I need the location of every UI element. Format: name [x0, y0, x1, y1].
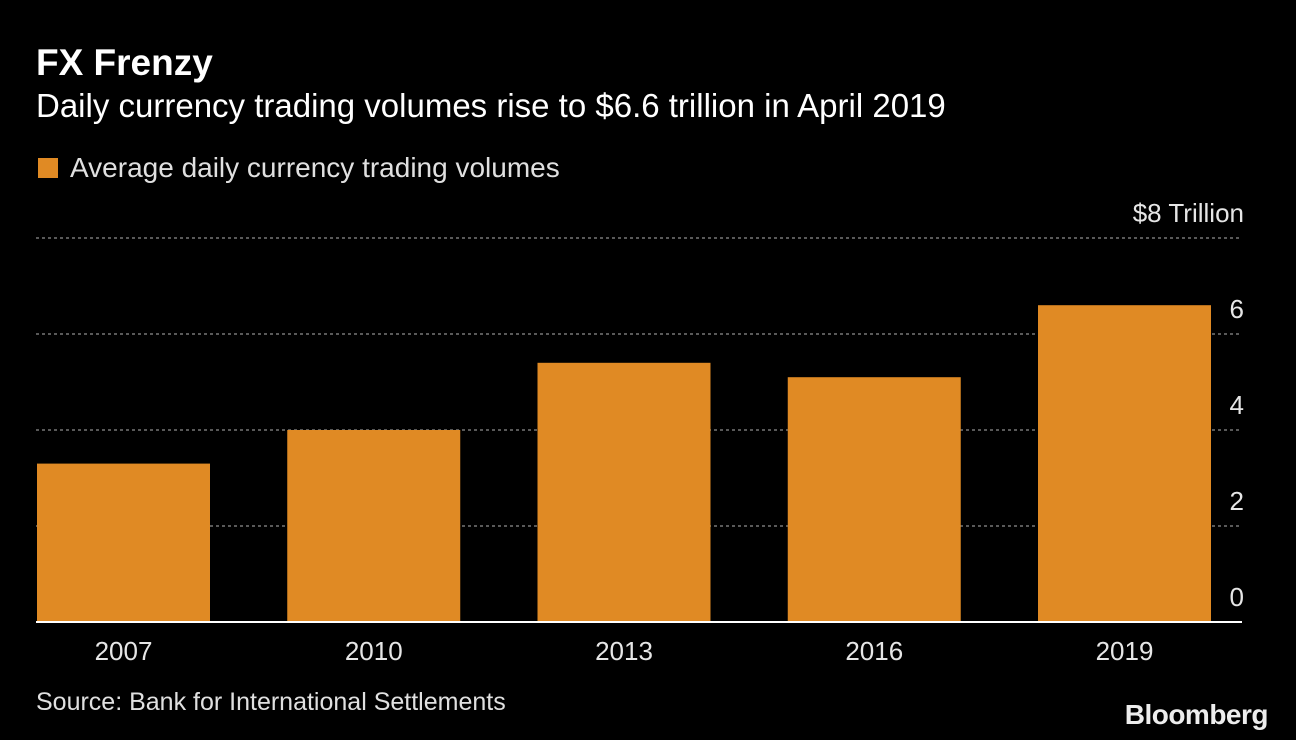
chart-legend: Average daily currency trading volumes [38, 150, 560, 186]
x-tick-label: 2016 [845, 636, 903, 666]
bar-2007 [37, 463, 210, 622]
y-tick-label: 2 [1230, 486, 1244, 516]
bar-2010 [287, 430, 461, 622]
bar-2019 [1038, 305, 1211, 622]
y-tick-label: 4 [1230, 390, 1244, 420]
legend-label: Average daily currency trading volumes [70, 152, 560, 183]
legend-swatch [38, 158, 58, 178]
chart-subtitle: Daily currency trading volumes rise to $… [36, 87, 946, 124]
x-tick-label: 2013 [595, 636, 653, 666]
bar-2013 [537, 362, 711, 622]
x-tick-label: 2019 [1096, 636, 1154, 666]
y-tick-label: $8 Trillion [1133, 198, 1244, 228]
x-tick-label: 2007 [95, 636, 153, 666]
x-tick-label: 2010 [345, 636, 403, 666]
chart-title: FX Frenzy [36, 42, 213, 83]
y-tick-label: 0 [1230, 582, 1244, 612]
bloomberg-logo: Bloomberg [1124, 699, 1269, 730]
y-tick-label: 6 [1230, 294, 1244, 324]
source-note: Source: Bank for International Settlemen… [36, 688, 506, 716]
bar-2016 [787, 377, 961, 622]
